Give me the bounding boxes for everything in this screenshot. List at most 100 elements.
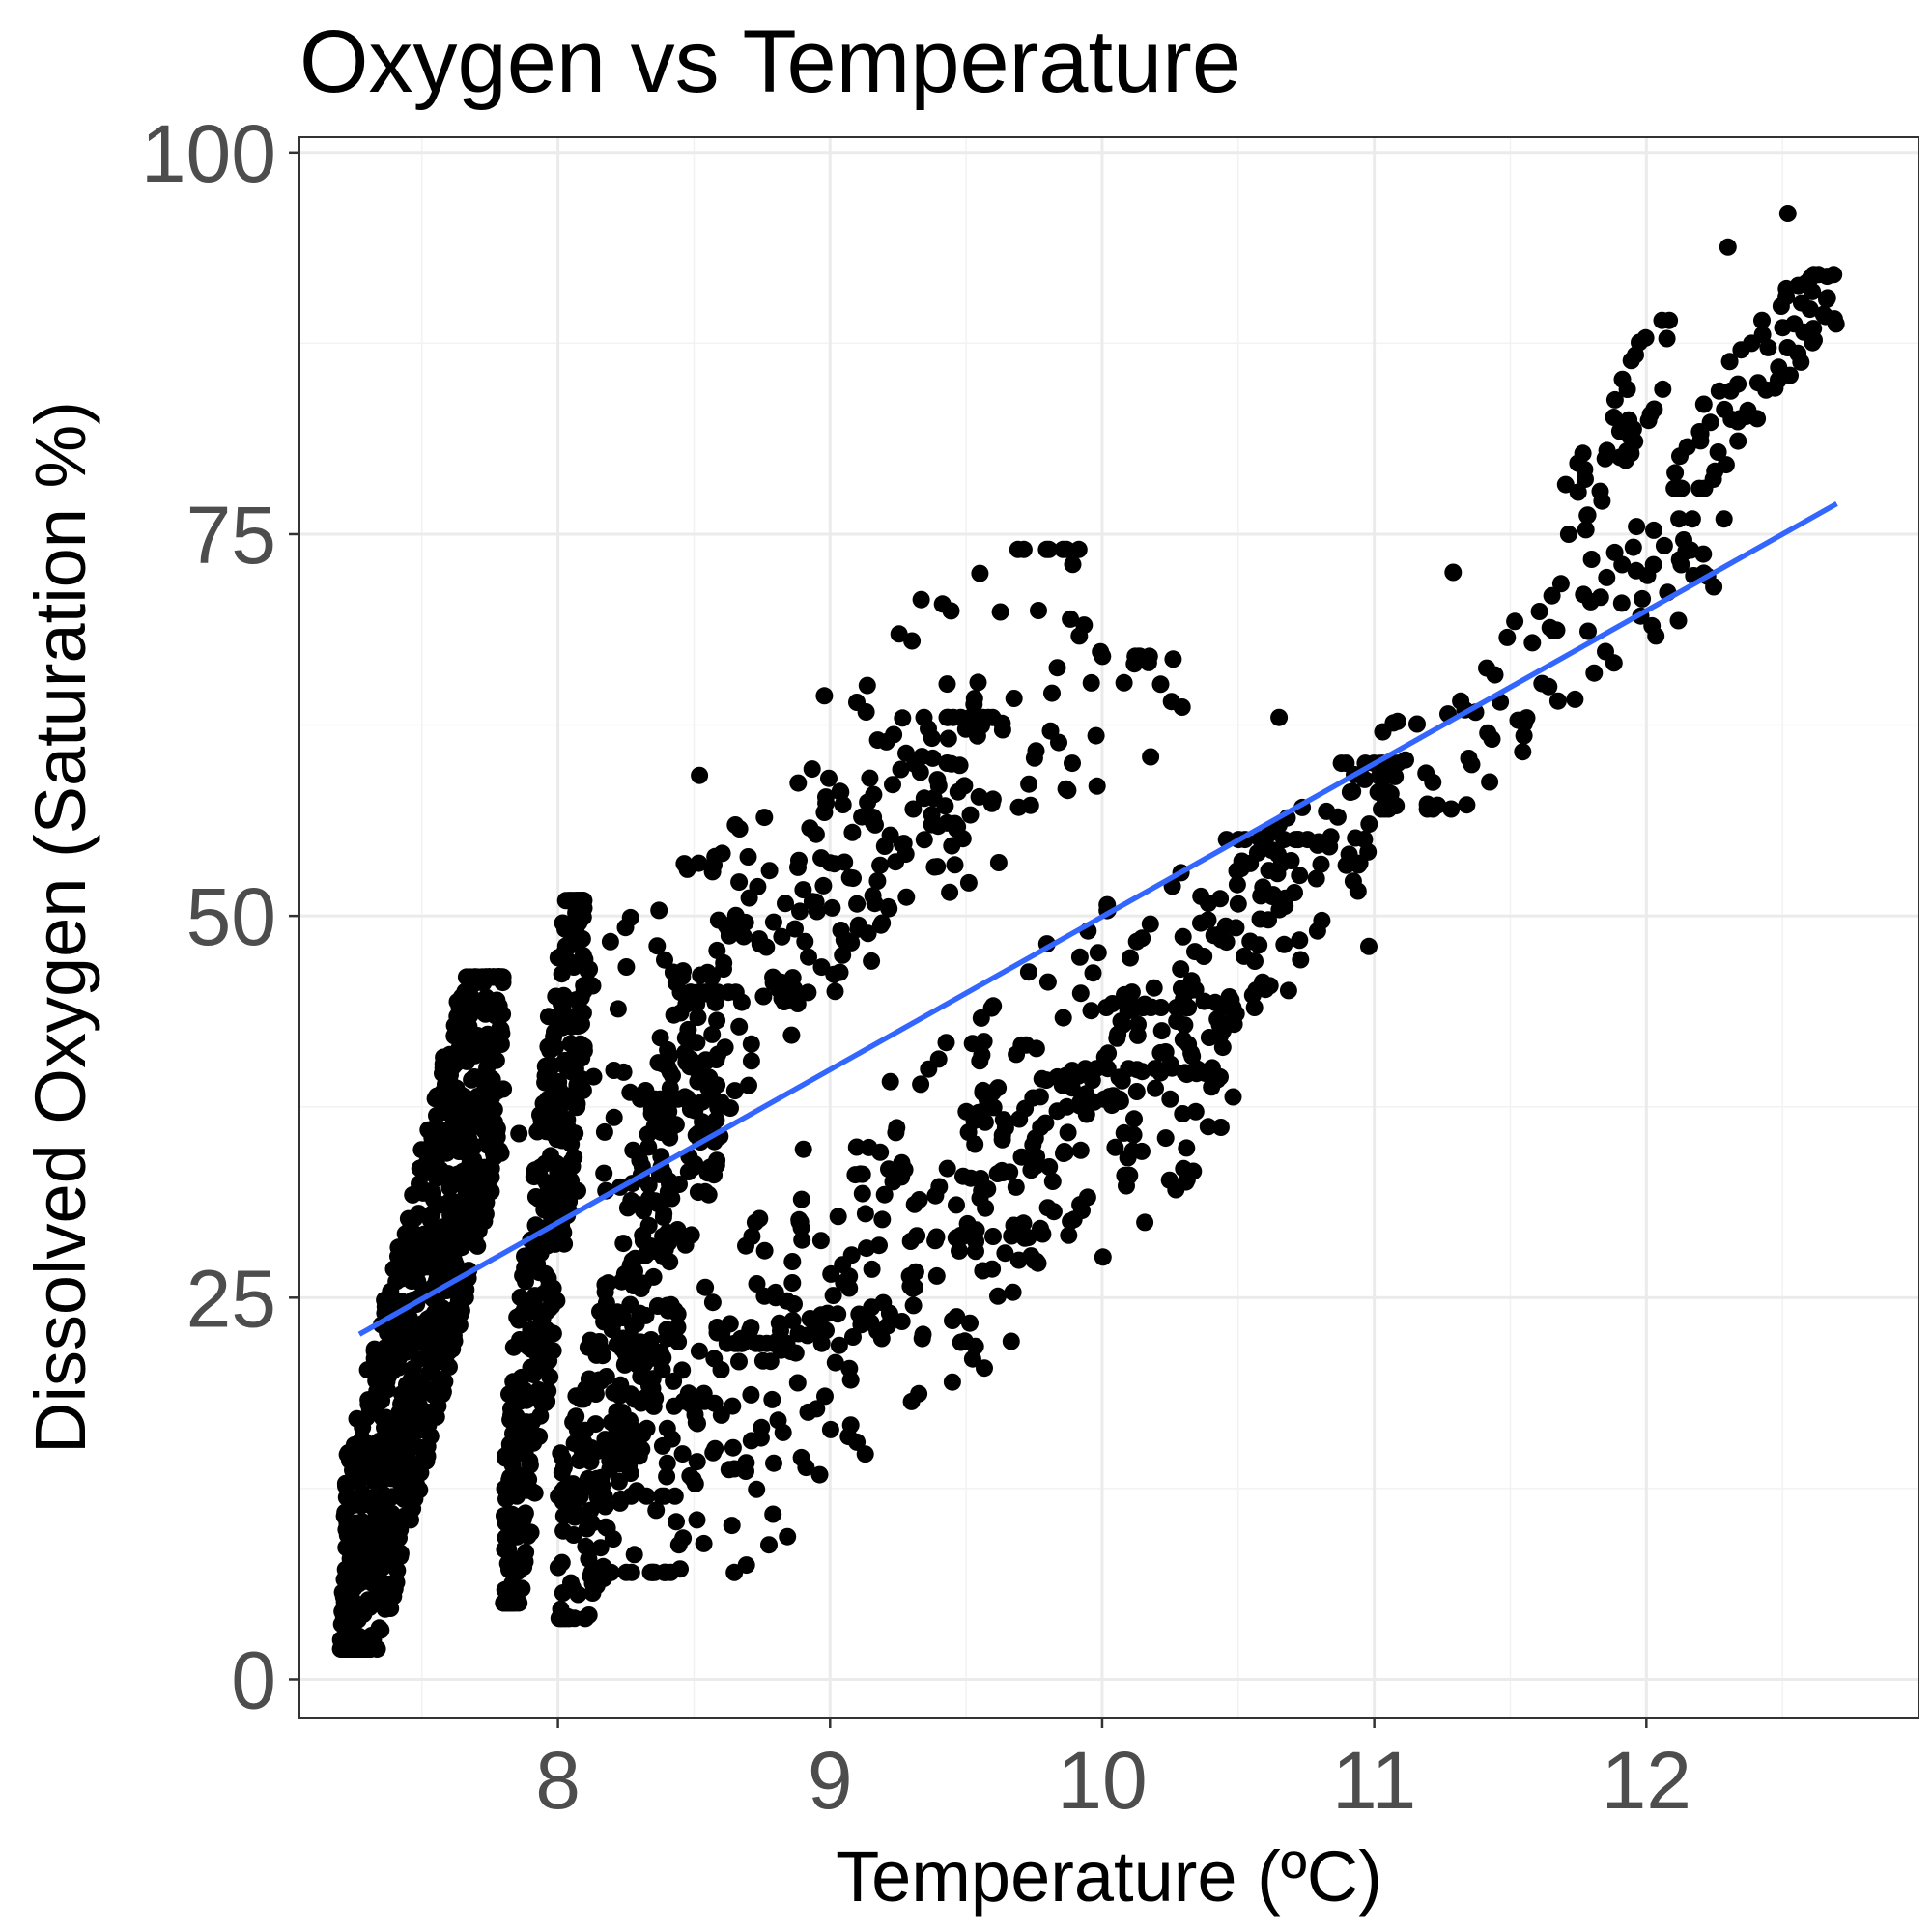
data-point xyxy=(1095,1048,1114,1066)
data-point xyxy=(1778,205,1797,222)
data-point xyxy=(691,766,709,784)
data-point xyxy=(1062,610,1080,628)
data-point xyxy=(810,1465,829,1484)
data-point xyxy=(991,603,1009,621)
data-point xyxy=(880,899,898,918)
data-point xyxy=(1179,1036,1198,1054)
data-point xyxy=(588,1469,607,1488)
data-point xyxy=(967,1242,984,1261)
data-point xyxy=(1373,800,1390,818)
data-point xyxy=(1719,238,1737,256)
data-point xyxy=(1516,714,1533,732)
data-point xyxy=(716,1038,734,1057)
data-point xyxy=(422,1250,440,1268)
data-point xyxy=(816,1387,834,1406)
y-tick-label: 25 xyxy=(186,1253,276,1344)
data-point xyxy=(373,1471,390,1490)
data-point xyxy=(1174,1105,1192,1122)
data-point xyxy=(568,1076,586,1094)
data-point xyxy=(559,921,578,939)
data-point xyxy=(696,1182,715,1201)
data-point xyxy=(1038,1199,1057,1217)
data-point xyxy=(662,1563,680,1581)
data-point xyxy=(856,1205,874,1223)
data-point xyxy=(715,953,733,972)
data-point xyxy=(465,1151,483,1169)
data-point xyxy=(544,1342,562,1360)
data-point xyxy=(1605,654,1623,672)
data-point xyxy=(754,987,773,1006)
data-point xyxy=(764,1334,782,1352)
data-point xyxy=(637,1306,655,1324)
data-point xyxy=(553,1463,571,1482)
data-point xyxy=(1043,684,1061,702)
data-point xyxy=(958,1214,977,1233)
data-point xyxy=(607,1418,625,1436)
data-point xyxy=(941,883,959,901)
data-point xyxy=(1695,479,1714,497)
data-point xyxy=(500,1471,519,1490)
data-point xyxy=(393,1237,412,1256)
data-point xyxy=(570,1452,588,1470)
data-point xyxy=(344,1591,362,1609)
data-point xyxy=(649,1054,668,1072)
data-point xyxy=(603,1321,621,1339)
data-point xyxy=(423,1205,441,1223)
data-point xyxy=(450,1005,469,1022)
data-point xyxy=(1121,992,1139,1010)
data-point xyxy=(552,1444,570,1463)
data-point xyxy=(937,1034,955,1052)
data-point xyxy=(1672,479,1690,497)
data-point xyxy=(725,1082,744,1100)
data-point xyxy=(848,895,867,913)
data-point xyxy=(712,1406,730,1424)
data-point xyxy=(737,1556,755,1575)
data-point xyxy=(982,999,1001,1017)
data-point xyxy=(912,590,930,609)
data-point xyxy=(951,1241,968,1260)
data-point xyxy=(955,777,974,795)
data-point xyxy=(923,729,941,748)
data-point xyxy=(821,1420,839,1438)
data-point xyxy=(1543,586,1561,605)
data-point xyxy=(373,1408,391,1427)
data-point xyxy=(679,1163,697,1180)
data-point xyxy=(477,1193,496,1211)
data-point xyxy=(1804,282,1822,300)
data-point xyxy=(944,708,962,726)
data-point xyxy=(1019,963,1037,981)
data-point xyxy=(777,983,795,1002)
data-point xyxy=(996,1244,1014,1263)
data-point xyxy=(677,1090,696,1108)
data-point xyxy=(1228,875,1246,894)
data-point xyxy=(451,1305,469,1323)
data-point xyxy=(1118,1177,1135,1195)
data-point xyxy=(502,1400,520,1418)
data-point xyxy=(466,1036,484,1054)
data-point xyxy=(420,1142,438,1160)
data-point xyxy=(1559,526,1577,543)
data-point xyxy=(863,952,881,970)
data-point xyxy=(1458,796,1476,814)
data-point xyxy=(639,1138,658,1156)
data-point xyxy=(1690,423,1709,440)
data-point xyxy=(514,1266,532,1285)
data-point xyxy=(1569,483,1587,501)
data-point xyxy=(705,1166,724,1184)
data-point xyxy=(363,1453,382,1471)
data-point xyxy=(1289,831,1307,849)
data-point xyxy=(812,849,831,867)
data-point xyxy=(1548,692,1567,710)
data-point xyxy=(1054,540,1072,558)
data-point xyxy=(539,1181,557,1200)
data-point xyxy=(505,1550,524,1568)
data-point xyxy=(640,1377,658,1395)
data-point xyxy=(651,1029,669,1047)
data-point xyxy=(1007,1178,1025,1196)
data-point xyxy=(1332,754,1350,773)
data-point xyxy=(811,1232,830,1250)
data-point xyxy=(596,1431,614,1449)
data-point xyxy=(437,1075,454,1094)
data-point xyxy=(553,965,571,983)
